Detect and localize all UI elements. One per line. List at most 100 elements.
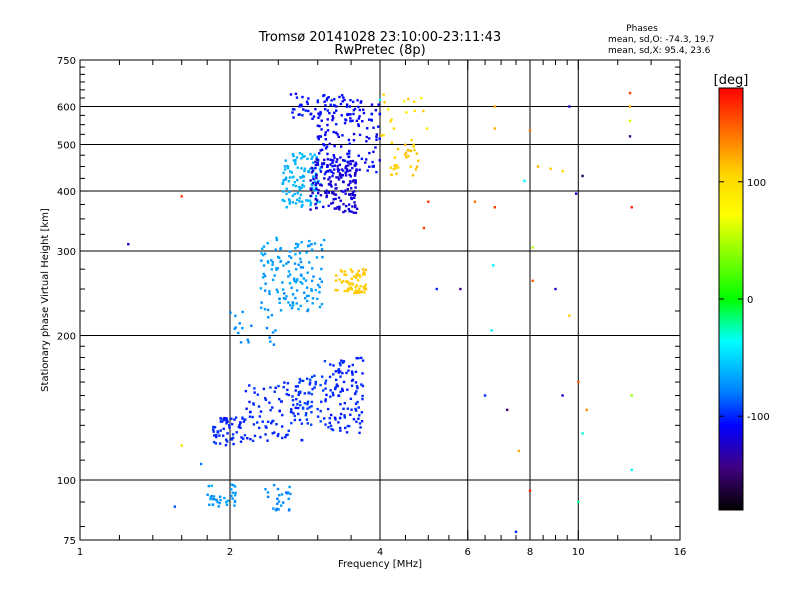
data-point: [341, 94, 344, 97]
data-point: [514, 530, 518, 534]
data-point: [351, 193, 355, 197]
data-point: [302, 179, 305, 183]
data-point: [315, 206, 318, 210]
data-point: [253, 434, 257, 438]
data-point: [281, 413, 284, 417]
data-point: [329, 169, 332, 172]
data-point: [406, 154, 410, 158]
data-point: [305, 251, 308, 254]
data-point: [332, 198, 335, 201]
data-point: [292, 403, 295, 407]
data-point: [336, 384, 339, 388]
data-point: [265, 326, 269, 330]
data-point: [351, 119, 354, 122]
grid-lines: [80, 60, 680, 540]
data-point: [296, 178, 299, 182]
data-point: [293, 262, 297, 265]
data-point: [275, 268, 278, 271]
data-point: [315, 199, 319, 202]
data-point: [351, 283, 355, 286]
data-point: [225, 503, 229, 506]
data-point: [279, 247, 283, 250]
data-point: [284, 178, 288, 181]
data-point: [314, 383, 317, 386]
data-point: [275, 288, 279, 292]
data-point: [326, 407, 330, 411]
data-point: [318, 277, 322, 281]
data-point: [283, 168, 287, 171]
data-point: [358, 115, 361, 118]
data-point: [255, 421, 259, 424]
data-point: [307, 109, 310, 113]
data-point: [300, 205, 303, 208]
data-point: [357, 154, 360, 157]
data-point: [292, 183, 295, 187]
data-point: [415, 165, 419, 168]
data-point: [473, 200, 477, 203]
data-point: [363, 285, 367, 289]
data-point: [332, 172, 335, 175]
data-point: [346, 187, 349, 191]
data-point: [319, 409, 322, 413]
data-point: [306, 157, 309, 161]
data-point: [253, 387, 256, 390]
data-point: [216, 500, 219, 504]
data-point: [252, 423, 256, 426]
data-point: [319, 112, 322, 115]
data-point: [309, 152, 312, 156]
data-point: [327, 426, 330, 429]
data-point: [229, 311, 232, 314]
data-point: [292, 116, 295, 119]
data-point: [335, 176, 338, 179]
data-point: [346, 160, 349, 164]
data-point: [243, 434, 247, 437]
data-point: [275, 266, 278, 270]
data-point: [360, 383, 363, 386]
data-point: [307, 97, 310, 100]
data-point: [339, 156, 342, 159]
data-point: [248, 410, 252, 414]
data-point: [342, 407, 345, 411]
data-point: [306, 299, 309, 303]
data-point: [321, 255, 324, 259]
data-point: [271, 278, 275, 282]
data-point: [300, 167, 303, 170]
data-point: [293, 192, 296, 196]
data-point: [298, 151, 302, 155]
data-point: [318, 285, 321, 289]
data-point: [343, 209, 347, 213]
data-point: [256, 393, 260, 396]
data-point: [413, 109, 417, 113]
data-point: [359, 426, 362, 429]
data-point: [288, 304, 292, 307]
data-point: [294, 242, 298, 246]
data-point: [395, 164, 398, 167]
data-point: [346, 152, 349, 156]
data-point: [302, 108, 305, 111]
data-point: [318, 200, 322, 204]
data-point: [343, 121, 347, 125]
data-point: [332, 190, 335, 194]
data-point: [343, 414, 346, 417]
data-point: [325, 165, 329, 168]
data-point: [378, 112, 381, 116]
data-point: [325, 97, 329, 100]
data-point: [231, 497, 234, 500]
data-point: [310, 166, 314, 170]
data-point: [375, 170, 378, 174]
data-point: [234, 416, 238, 419]
data-point: [268, 336, 271, 339]
data-point: [365, 127, 369, 130]
data-point: [351, 371, 354, 375]
data-point: [356, 291, 360, 294]
data-point: [325, 195, 328, 199]
data-point: [350, 277, 353, 280]
data-point: [333, 168, 336, 171]
x-tick-label: 16: [674, 547, 687, 558]
data-point: [310, 188, 313, 191]
data-point: [208, 503, 211, 506]
data-point: [180, 444, 183, 447]
data-point: [343, 401, 347, 405]
data-point: [368, 151, 371, 155]
data-point: [306, 401, 309, 405]
